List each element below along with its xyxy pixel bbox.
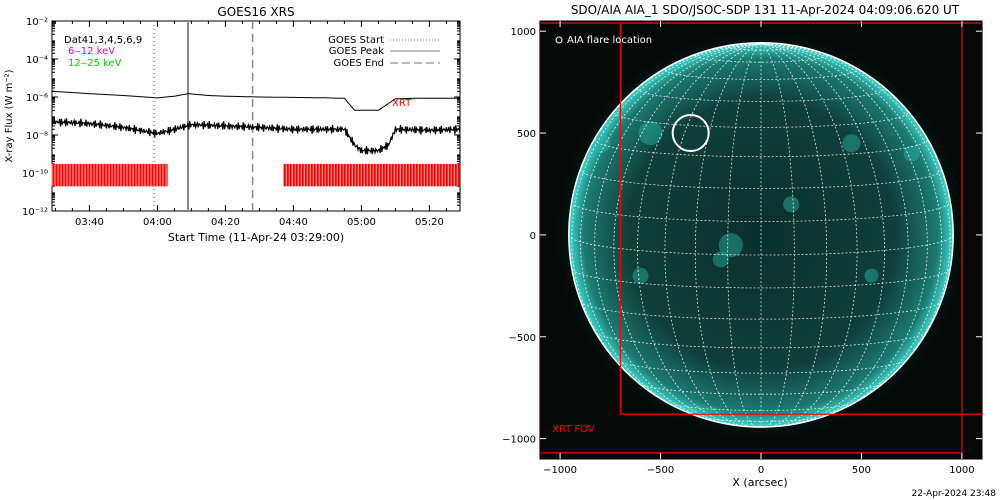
aia-title: SDO/AIA AIA_1 SDO/JSOC-SDP 131 11-Apr-20… <box>571 3 960 17</box>
lightcurve-x-label: Start Time (11-Apr-24 03:29:00) <box>168 231 344 244</box>
xrt-coverage-bar <box>283 163 460 187</box>
aia-y-axis: 1000 500 0 −500 −1000 <box>502 27 982 446</box>
legend-left-1: 6‒12 keV <box>68 46 115 57</box>
legend-goes-end: GOES End <box>334 58 384 69</box>
aia-y-tick-label: 0 <box>530 231 536 242</box>
aia-x-tick-label: −1000 <box>543 465 577 476</box>
legend-goes-peak: GOES Peak <box>329 46 384 57</box>
aia-y-tick-label: 1000 <box>511 27 536 38</box>
active-region <box>638 120 663 146</box>
aia-x-tick-label: 1000 <box>949 465 974 476</box>
x-tick-label: 04:00 <box>143 217 172 228</box>
y-tick-label: 10⁻⁸ <box>26 131 48 142</box>
lightcurve-series-1 <box>51 117 461 155</box>
active-region <box>632 267 649 284</box>
active-region <box>712 251 729 268</box>
longitude-line <box>579 43 762 420</box>
longitude-line <box>760 43 943 420</box>
longitude-line <box>727 43 762 428</box>
flare-legend-symbol <box>555 36 563 44</box>
lightcurve-y-label: X-ray Flux (W m⁻²) <box>4 69 15 162</box>
latitude-line <box>664 69 858 80</box>
flare-legend-text: AIA flare location <box>567 35 652 46</box>
longitude-line <box>760 43 858 427</box>
longitude-line <box>664 43 762 427</box>
longitude-line <box>760 43 885 427</box>
lightcurve-title: GOES16 XRS <box>217 5 294 19</box>
xrt-fov-label: XRT FOV <box>552 424 595 435</box>
timestamp: 22-Apr-2024 23:48 <box>912 489 997 499</box>
longitude-line <box>613 43 762 425</box>
aia-x-axis: −1000 −500 0 500 1000 <box>543 21 975 476</box>
legend-goes-start: GOES Start <box>328 35 384 46</box>
flare-location-marker <box>671 114 710 153</box>
latitude-line <box>580 301 942 320</box>
x-tick-label: 04:20 <box>211 217 240 228</box>
latitude-line <box>614 359 908 374</box>
x-tick-label: 05:00 <box>347 217 376 228</box>
latitude-line <box>698 416 824 422</box>
aia-solar-image: SDO/AIA AIA_1 SDO/JSOC-SDP 131 11-Apr-20… <box>502 3 983 489</box>
solar-limb <box>568 41 954 428</box>
xrt-annotation: XRT <box>392 98 412 109</box>
aia-x-label: X (arcsec) <box>732 476 787 489</box>
lightcurve-x-axis: 03:40 04:00 04:20 04:40 05:00 05:20 <box>54 21 447 228</box>
longitude-line <box>637 43 762 427</box>
lightcurve-series-0 <box>52 90 460 111</box>
longitude-line <box>760 43 951 398</box>
active-region <box>783 196 800 213</box>
latitude-line <box>595 331 927 349</box>
heliographic-grid <box>568 43 954 428</box>
solar-disk-group <box>539 19 983 454</box>
lightcurve-y-axis: 10⁻¹² 10⁻¹⁰ 10⁻⁸ 10⁻⁶ 10⁻⁴ 10⁻² <box>22 17 460 218</box>
x-tick-label: 05:20 <box>415 217 444 228</box>
y-tick-label: 10⁻⁶ <box>26 93 48 104</box>
aia-y-tick-label: 500 <box>517 129 536 140</box>
y-tick-label: 10⁻¹⁰ <box>22 169 48 180</box>
y-tick-label: 10⁻¹² <box>22 207 48 218</box>
x-tick-label: 04:40 <box>279 217 308 228</box>
longitude-line <box>760 43 909 425</box>
aia-y-tick-label: −500 <box>509 333 536 344</box>
goes-lightcurve-chart: GOES16 XRS 10⁻¹² 10⁻¹⁰ 10⁻⁸ 10⁻⁶ 10⁻⁴ 10⁻² 03… <box>4 5 461 244</box>
longitude-line <box>571 43 762 398</box>
aia-y-tick-label: −1000 <box>502 435 536 446</box>
active-region <box>864 268 879 283</box>
active-region <box>718 233 743 258</box>
active-region <box>903 145 920 162</box>
latitude-line <box>613 111 909 128</box>
latitude-line <box>571 268 951 289</box>
lightcurve-plot-frame <box>51 20 461 212</box>
longitude-line <box>760 43 828 428</box>
longitude-line <box>694 43 762 428</box>
xrt-coverage-bar <box>52 163 168 187</box>
lightcurve-data <box>51 21 461 211</box>
y-tick-label: 10⁻² <box>26 17 48 28</box>
aia-x-tick-label: 0 <box>758 465 764 476</box>
x-tick-label: 03:40 <box>75 217 104 228</box>
y-tick-label: 10⁻⁴ <box>26 55 48 66</box>
aia-x-tick-label: 500 <box>852 465 871 476</box>
legend-left-2: 12‒25 keV <box>68 58 122 69</box>
longitude-line <box>760 43 795 428</box>
active-regions <box>590 120 920 284</box>
legend-left-0: Dat41,3,4,5,6,9 <box>64 35 142 46</box>
aia-x-tick-label: −500 <box>647 465 674 476</box>
longitude-line <box>760 43 928 425</box>
longitude-line <box>594 43 762 425</box>
active-region <box>842 134 861 153</box>
